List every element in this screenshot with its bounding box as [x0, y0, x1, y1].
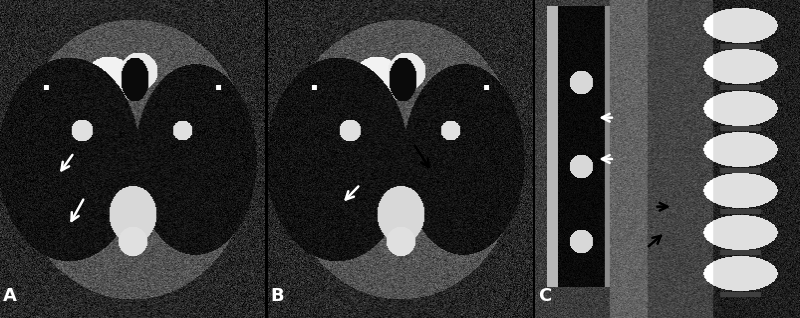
Text: A: A — [2, 287, 17, 305]
Text: C: C — [538, 287, 551, 305]
Text: B: B — [270, 287, 284, 305]
